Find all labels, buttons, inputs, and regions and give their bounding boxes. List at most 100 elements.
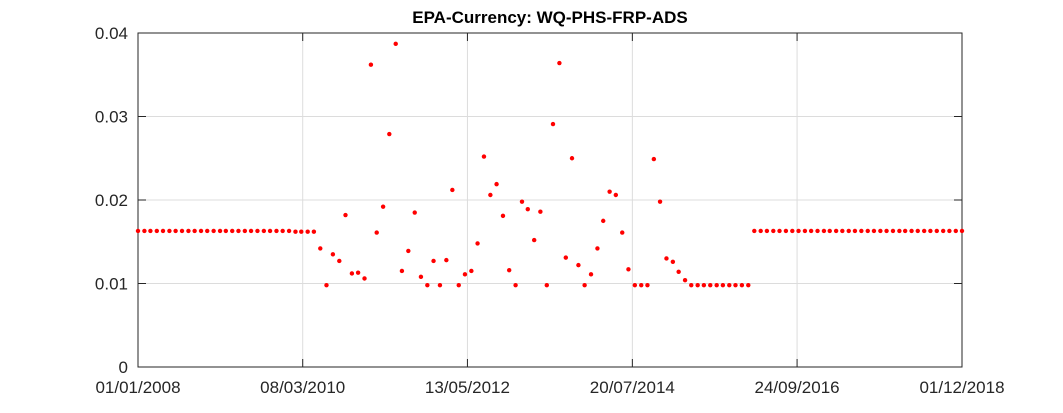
data-point xyxy=(368,62,374,67)
data-point xyxy=(311,229,317,234)
data-point xyxy=(337,258,342,264)
x-tick-label: 13/05/2012 xyxy=(425,378,510,397)
data-point xyxy=(456,282,461,288)
data-point xyxy=(160,228,166,234)
data-point xyxy=(494,181,499,187)
data-point xyxy=(727,282,732,288)
data-point xyxy=(815,228,820,234)
data-point xyxy=(142,228,147,234)
data-points xyxy=(135,41,965,288)
data-point xyxy=(154,228,160,234)
data-point xyxy=(613,192,619,198)
data-point xyxy=(701,282,707,288)
data-point xyxy=(488,192,493,198)
data-point xyxy=(513,282,518,288)
x-tick-label: 24/09/2016 xyxy=(755,378,840,397)
data-point xyxy=(274,228,279,234)
data-point xyxy=(406,248,411,254)
data-point xyxy=(695,282,700,288)
data-point xyxy=(425,282,430,288)
data-point xyxy=(639,282,644,288)
data-point xyxy=(607,189,612,194)
data-point xyxy=(682,277,688,283)
data-point xyxy=(796,228,801,234)
data-point xyxy=(355,270,361,275)
data-point xyxy=(469,268,474,274)
data-point xyxy=(286,228,292,234)
data-point xyxy=(305,229,310,234)
data-point xyxy=(412,210,417,215)
data-point xyxy=(544,282,549,288)
data-point xyxy=(595,246,600,251)
data-point xyxy=(620,230,625,235)
x-tick-label: 01/12/2018 xyxy=(919,378,1004,397)
data-point xyxy=(293,229,298,234)
data-point xyxy=(531,237,537,243)
data-point xyxy=(921,228,927,234)
data-point xyxy=(827,228,832,234)
data-point xyxy=(135,228,141,234)
data-point xyxy=(380,204,386,209)
data-point xyxy=(808,228,814,234)
y-tick-label: 0.04 xyxy=(95,24,128,43)
y-tick-label: 0.02 xyxy=(95,191,128,210)
data-point xyxy=(192,228,197,234)
data-point xyxy=(601,218,606,224)
data-point xyxy=(840,228,845,234)
data-point xyxy=(833,228,839,234)
data-point xyxy=(934,228,939,234)
data-point xyxy=(846,228,851,234)
data-point xyxy=(173,228,178,234)
data-point xyxy=(506,267,512,273)
data-point xyxy=(664,256,669,261)
data-point xyxy=(444,257,449,263)
data-point xyxy=(959,228,965,234)
data-point xyxy=(902,228,908,234)
data-point xyxy=(211,228,216,234)
data-point xyxy=(186,228,191,234)
data-point xyxy=(708,282,713,288)
data-point xyxy=(588,272,594,277)
data-point xyxy=(802,228,808,234)
data-point xyxy=(764,228,770,234)
data-point xyxy=(242,228,248,234)
y-tick-label: 0.01 xyxy=(95,275,128,294)
data-point xyxy=(362,276,367,281)
data-point xyxy=(437,282,443,288)
data-point xyxy=(657,199,663,204)
data-point xyxy=(871,228,877,234)
data-point xyxy=(878,228,883,234)
data-point xyxy=(569,156,575,161)
data-point xyxy=(462,272,468,277)
data-point xyxy=(343,212,348,218)
data-point xyxy=(230,228,235,234)
data-point xyxy=(670,259,676,264)
data-point xyxy=(481,154,487,159)
data-point xyxy=(940,228,946,234)
data-point xyxy=(519,199,525,204)
chart-title: EPA-Currency: WQ-PHS-FRP-ADS xyxy=(412,8,687,27)
data-point xyxy=(676,269,681,275)
data-point xyxy=(205,228,210,234)
data-point xyxy=(399,268,405,274)
data-point xyxy=(563,255,569,260)
data-point xyxy=(582,282,587,288)
data-point xyxy=(223,228,229,234)
data-point xyxy=(884,228,889,234)
data-point xyxy=(418,274,424,280)
data-point xyxy=(739,282,745,288)
data-point xyxy=(746,282,751,288)
data-point xyxy=(865,228,870,234)
data-point xyxy=(318,246,323,251)
data-point xyxy=(720,282,726,288)
data-point xyxy=(821,228,827,234)
data-point xyxy=(689,282,694,288)
data-point xyxy=(299,229,304,234)
data-point xyxy=(714,282,719,288)
data-point xyxy=(431,258,436,264)
data-point xyxy=(167,228,172,234)
data-point xyxy=(915,228,920,234)
data-point xyxy=(248,228,254,234)
data-point xyxy=(538,209,543,214)
